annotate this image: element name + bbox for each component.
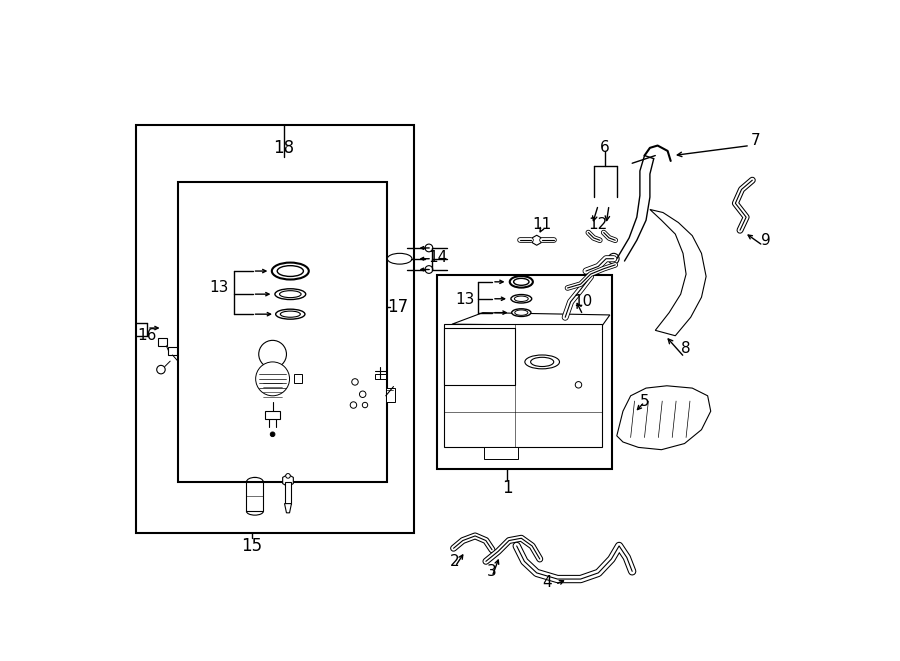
Circle shape (270, 432, 274, 437)
Text: 17: 17 (388, 298, 409, 316)
Polygon shape (650, 210, 706, 336)
Ellipse shape (515, 296, 528, 301)
Ellipse shape (277, 266, 303, 276)
Ellipse shape (260, 367, 285, 391)
Text: 13: 13 (455, 292, 475, 307)
Circle shape (350, 402, 356, 408)
Circle shape (425, 244, 433, 252)
Circle shape (258, 340, 286, 368)
Circle shape (157, 366, 166, 374)
Text: 3: 3 (487, 564, 497, 579)
Text: 13: 13 (209, 280, 229, 295)
Ellipse shape (509, 276, 533, 288)
Bar (247, 482, 264, 512)
Ellipse shape (525, 355, 560, 369)
Bar (294, 374, 302, 383)
Ellipse shape (511, 295, 532, 303)
Ellipse shape (387, 253, 412, 264)
Bar (284, 482, 292, 504)
Polygon shape (650, 210, 686, 330)
Bar (375, 374, 386, 379)
Text: 12: 12 (589, 217, 608, 233)
Circle shape (285, 473, 291, 478)
Ellipse shape (531, 358, 554, 367)
Bar (136, 125, 413, 533)
Text: 6: 6 (600, 140, 610, 155)
Text: 15: 15 (241, 537, 263, 555)
Bar (168, 347, 176, 355)
Ellipse shape (512, 309, 531, 317)
Bar (445, 324, 602, 447)
Bar (265, 411, 280, 419)
Ellipse shape (272, 262, 309, 280)
Text: 5: 5 (640, 395, 649, 409)
Polygon shape (533, 235, 541, 245)
Polygon shape (616, 386, 711, 449)
Text: 7: 7 (751, 133, 760, 147)
Text: 14: 14 (428, 250, 448, 264)
Text: 8: 8 (681, 340, 691, 356)
Ellipse shape (274, 289, 306, 299)
Ellipse shape (280, 311, 301, 317)
Circle shape (425, 266, 433, 274)
Ellipse shape (275, 309, 305, 319)
Bar (484, 447, 518, 459)
Polygon shape (284, 504, 292, 513)
Text: 9: 9 (760, 233, 770, 248)
Ellipse shape (280, 291, 302, 297)
Polygon shape (283, 475, 293, 486)
Circle shape (363, 403, 368, 408)
Circle shape (608, 253, 619, 264)
Text: 10: 10 (573, 294, 592, 309)
Bar (445, 329, 516, 385)
Text: 11: 11 (533, 217, 552, 233)
Circle shape (575, 381, 581, 388)
Ellipse shape (514, 278, 529, 286)
Bar (158, 338, 166, 346)
Polygon shape (452, 313, 610, 326)
Text: 2: 2 (450, 554, 460, 569)
Circle shape (352, 379, 358, 385)
Text: 4: 4 (543, 574, 553, 590)
Bar (386, 388, 395, 402)
Text: 16: 16 (138, 329, 157, 343)
Circle shape (256, 362, 290, 396)
Bar (178, 182, 387, 482)
Circle shape (359, 391, 366, 397)
Bar (436, 275, 612, 469)
Ellipse shape (515, 310, 528, 315)
Text: 18: 18 (274, 139, 294, 157)
Text: 1: 1 (502, 479, 513, 497)
